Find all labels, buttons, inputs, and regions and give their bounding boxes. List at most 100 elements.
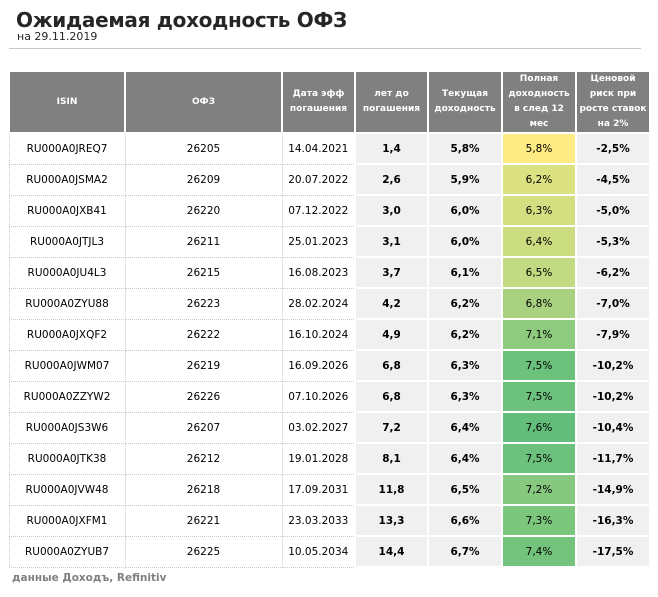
cell-maturity-date: 03.02.2027 [281, 411, 356, 444]
header-maturity-date: Дата эфф погашения [281, 70, 356, 134]
cell-isin: RU000A0ZZYW2 [8, 380, 126, 413]
cell-ofz: 26223 [124, 287, 283, 320]
cell-isin: RU000A0JSMA2 [8, 163, 126, 196]
cell-years: 3,0 [354, 194, 429, 227]
cell-ofz: 26211 [124, 225, 283, 258]
cell-maturity-date: 20.07.2022 [281, 163, 356, 196]
cell-years: 6,8 [354, 349, 429, 382]
cell-price-risk: -10,2% [575, 380, 651, 413]
cell-current-yield: 6,1% [427, 256, 503, 289]
cell-ofz: 26219 [124, 349, 283, 382]
cell-current-yield: 6,2% [427, 318, 503, 351]
cell-price-risk: -6,2% [575, 256, 651, 289]
cell-price-risk: -14,9% [575, 473, 651, 506]
cell-full-yield: 7,2% [501, 473, 577, 506]
cell-years: 3,7 [354, 256, 429, 289]
cell-maturity-date: 16.09.2026 [281, 349, 356, 382]
cell-isin: RU000A0JU4L3 [8, 256, 126, 289]
table-row: RU000A0ZYUB7 26225 10.05.2034 14,4 6,7% 7,4% -… [8, 535, 651, 568]
cell-isin: RU000A0JXFM1 [8, 504, 126, 537]
cell-current-yield: 6,0% [427, 194, 503, 227]
cell-isin: RU000A0JXB41 [8, 194, 126, 227]
cell-full-yield: 7,5% [501, 442, 577, 475]
header-price-risk: Ценовой риск при росте ставок на 2% [575, 70, 651, 134]
cell-full-yield: 7,5% [501, 349, 577, 382]
cell-full-yield: 7,5% [501, 380, 577, 413]
source-note: данные Доходъ, Refinitiv [12, 572, 167, 584]
cell-ofz: 26220 [124, 194, 283, 227]
cell-years: 8,1 [354, 442, 429, 475]
cell-ofz: 26221 [124, 504, 283, 537]
cell-years: 7,2 [354, 411, 429, 444]
table-row: RU000A0JTJL3 26211 25.01.2023 3,1 6,0% 6,4% -5… [8, 225, 651, 258]
cell-ofz: 26209 [124, 163, 283, 196]
cell-current-yield: 6,6% [427, 504, 503, 537]
table-row: RU000A0JTK38 26212 19.01.2028 8,1 6,4% 7,5% -1… [8, 442, 651, 475]
header-isin: ISIN [8, 70, 126, 134]
table-row: RU000A0JXFM1 26221 23.03.2033 13,3 6,6% 7,3% -… [8, 504, 651, 537]
cell-years: 2,6 [354, 163, 429, 196]
cell-maturity-date: 16.08.2023 [281, 256, 356, 289]
cell-years: 13,3 [354, 504, 429, 537]
cell-current-yield: 6,7% [427, 535, 503, 568]
cell-current-yield: 6,5% [427, 473, 503, 506]
cell-full-yield: 6,5% [501, 256, 577, 289]
header-full-yield: Полная доходность в след 12 мес [501, 70, 577, 134]
cell-price-risk: -17,5% [575, 535, 651, 568]
cell-isin: RU000A0JTK38 [8, 442, 126, 475]
cell-ofz: 26222 [124, 318, 283, 351]
cell-current-yield: 6,0% [427, 225, 503, 258]
cell-maturity-date: 19.01.2028 [281, 442, 356, 475]
cell-years: 1,4 [354, 132, 429, 165]
page-subtitle: на 29.11.2019 [17, 30, 98, 43]
cell-full-yield: 7,3% [501, 504, 577, 537]
header-ofz: ОФЗ [124, 70, 283, 134]
cell-full-yield: 6,3% [501, 194, 577, 227]
table-row: RU000A0JVW48 26218 17.09.2031 11,8 6,5% 7,2% -… [8, 473, 651, 506]
cell-maturity-date: 25.01.2023 [281, 225, 356, 258]
cell-full-yield: 5,8% [501, 132, 577, 165]
cell-ofz: 26226 [124, 380, 283, 413]
cell-price-risk: -5,0% [575, 194, 651, 227]
cell-ofz: 26218 [124, 473, 283, 506]
table-row: RU000A0ZZYW2 26226 07.10.2026 6,8 6,3% 7,5% -1… [8, 380, 651, 413]
cell-current-yield: 6,2% [427, 287, 503, 320]
cell-full-yield: 7,1% [501, 318, 577, 351]
cell-years: 11,8 [354, 473, 429, 506]
cell-maturity-date: 10.05.2034 [281, 535, 356, 568]
cell-maturity-date: 17.09.2031 [281, 473, 356, 506]
cell-isin: RU000A0JXQF2 [8, 318, 126, 351]
table-row: RU000A0JSMA2 26209 20.07.2022 2,6 5,9% 6,2% -4… [8, 163, 651, 196]
cell-maturity-date: 23.03.2033 [281, 504, 356, 537]
header-current-yield: Текущая доходность [427, 70, 503, 134]
cell-years: 3,1 [354, 225, 429, 258]
table-row: RU000A0JWM07 26219 16.09.2026 6,8 6,3% 7,5% -1… [8, 349, 651, 382]
cell-maturity-date: 07.12.2022 [281, 194, 356, 227]
cell-full-yield: 6,8% [501, 287, 577, 320]
cell-ofz: 26207 [124, 411, 283, 444]
cell-isin: RU000A0JS3W6 [8, 411, 126, 444]
cell-years: 4,2 [354, 287, 429, 320]
cell-price-risk: -7,0% [575, 287, 651, 320]
cell-maturity-date: 16.10.2024 [281, 318, 356, 351]
cell-full-yield: 7,6% [501, 411, 577, 444]
cell-price-risk: -16,3% [575, 504, 651, 537]
cell-maturity-date: 28.02.2024 [281, 287, 356, 320]
cell-ofz: 26212 [124, 442, 283, 475]
cell-current-yield: 6,3% [427, 349, 503, 382]
divider [9, 48, 641, 49]
cell-current-yield: 6,4% [427, 442, 503, 475]
cell-years: 14,4 [354, 535, 429, 568]
cell-price-risk: -10,2% [575, 349, 651, 382]
ofz-yield-table: ISIN ОФЗ Дата эфф погашения лет до погашени… [8, 70, 651, 568]
table-row: RU000A0ZYU88 26223 28.02.2024 4,2 6,2% 6,8% -7… [8, 287, 651, 320]
cell-full-yield: 6,2% [501, 163, 577, 196]
cell-price-risk: -7,9% [575, 318, 651, 351]
cell-isin: RU000A0JREQ7 [8, 132, 126, 165]
cell-ofz: 26215 [124, 256, 283, 289]
cell-maturity-date: 07.10.2026 [281, 380, 356, 413]
cell-price-risk: -11,7% [575, 442, 651, 475]
table-header-row: ISIN ОФЗ Дата эфф погашения лет до погашени… [8, 70, 651, 134]
table-row: RU000A0JREQ7 26205 14.04.2021 1,4 5,8% 5,8% -2… [8, 132, 651, 165]
cell-current-yield: 6,4% [427, 411, 503, 444]
